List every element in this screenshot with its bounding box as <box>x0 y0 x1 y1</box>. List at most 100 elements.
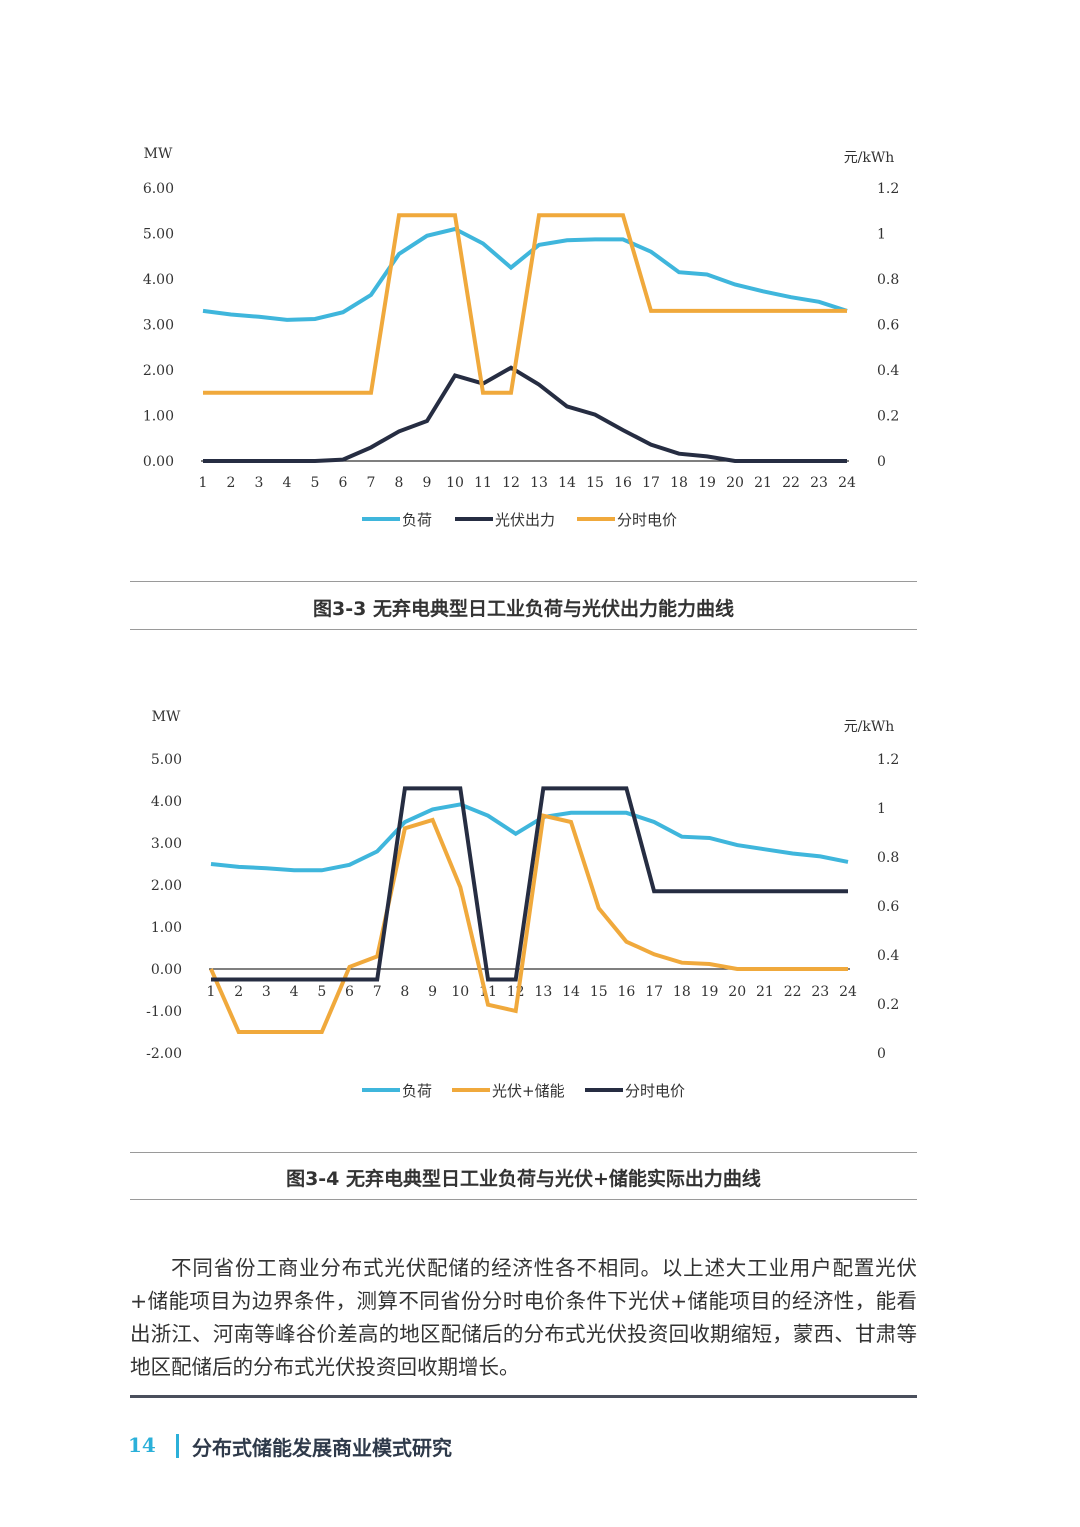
figure-3-4-caption: 图3-4 无弃电典型日工业负荷与光伏+储能实际出力曲线 <box>286 1168 761 1190</box>
y2-axis-unit-label: 元/kWh <box>844 150 895 166</box>
x-tick-label: 12 <box>502 475 520 491</box>
y-tick-label: 4.00 <box>151 794 182 810</box>
chart-figure-3-3: MW 元/kWh 0.00 1.00 2.00 3.00 4.00 5.00 6.00 0 0.2 0… <box>143 146 900 529</box>
legend-label: 分时电价 <box>617 511 677 529</box>
y2-tick-label: 1.2 <box>877 752 899 768</box>
y-axis-unit-label: MW <box>144 146 173 162</box>
x-tick-label: 17 <box>645 984 663 1000</box>
x-tick-label: 23 <box>811 984 829 1000</box>
y2-tick-label: 0.8 <box>877 850 899 866</box>
x-tick-label: 1 <box>207 984 216 1000</box>
series-line-2 <box>203 365 847 463</box>
page-number: 14 <box>128 1433 156 1457</box>
y-tick-label: -2.00 <box>146 1046 182 1062</box>
series-line-2 <box>209 813 848 1034</box>
y-axis-unit-label: MW <box>152 709 181 725</box>
legend-label: 负荷 <box>402 511 432 529</box>
x-tick-label: 9 <box>423 475 432 491</box>
x-tick-label: 4 <box>283 475 292 491</box>
x-tick-label: 15 <box>590 984 608 1000</box>
y-tick-label: 5.00 <box>143 227 174 243</box>
x-tick-label: 21 <box>756 984 774 1000</box>
caption-rule-top <box>130 581 917 582</box>
x-tick-label: 8 <box>395 475 404 491</box>
legend-label: 光伏+储能 <box>492 1082 565 1100</box>
x-tick-label: 8 <box>400 984 409 1000</box>
x-tick-label: 18 <box>670 475 688 491</box>
y2-axis-unit-label: 元/kWh <box>844 719 895 735</box>
series-line-1 <box>202 226 848 322</box>
x-tick-label: 22 <box>782 475 800 491</box>
y-tick-label: 0.00 <box>151 962 182 978</box>
y2-tick-label: 0 <box>877 454 886 470</box>
y2-tick-label: 1 <box>877 801 886 817</box>
x-tick-label: 6 <box>345 984 354 1000</box>
x-tick-label: 5 <box>317 984 326 1000</box>
y-tick-label: 6.00 <box>143 181 174 197</box>
footer-rule <box>130 1395 917 1398</box>
y-tick-label: 2.00 <box>151 878 182 894</box>
y-tick-label: 3.00 <box>151 836 182 852</box>
y2-tick-label: 0.6 <box>877 318 899 334</box>
x-tick-label: 16 <box>614 475 632 491</box>
y-tick-label: 3.00 <box>143 318 174 334</box>
y2-tick-label: 0 <box>877 1046 886 1062</box>
x-tick-label: 13 <box>530 475 548 491</box>
series-line-3 <box>211 786 848 982</box>
x-tick-label: 14 <box>562 984 580 1000</box>
x-tick-label: 24 <box>839 984 857 1000</box>
y-tick-label: 2.00 <box>143 363 174 379</box>
x-tick-label: 7 <box>373 984 382 1000</box>
x-tick-label: 9 <box>428 984 437 1000</box>
y2-tick-label: 1 <box>877 227 886 243</box>
x-tick-label: 14 <box>558 475 576 491</box>
x-tick-label: 18 <box>673 984 691 1000</box>
x-tick-label: 20 <box>726 475 744 491</box>
y2-tick-label: 0.8 <box>877 272 899 288</box>
x-tick-label: 16 <box>618 984 636 1000</box>
x-tick-label: 3 <box>255 475 264 491</box>
chart-figure-3-4: MW 元/kWh -2.00 -1.00 0.00 1.00 2.00 3.00 4.00 5.0… <box>146 709 899 1100</box>
y2-tick-label: 0.2 <box>877 409 899 425</box>
y2-tick-label: 0.6 <box>877 899 899 915</box>
x-tick-label: 11 <box>474 475 492 491</box>
series-line-1 <box>210 802 849 873</box>
y2-tick-label: 1.2 <box>877 181 899 197</box>
x-tick-label: 6 <box>339 475 348 491</box>
legend-label: 负荷 <box>402 1082 432 1100</box>
series-line-3 <box>203 213 847 395</box>
figure-3-3-caption: 图3-3 无弃电典型日工业负荷与光伏出力能力曲线 <box>313 598 734 620</box>
x-tick-label: 2 <box>234 984 243 1000</box>
y-tick-label: -1.00 <box>146 1004 182 1020</box>
x-tick-label: 17 <box>642 475 660 491</box>
x-tick-label: 22 <box>784 984 802 1000</box>
x-tick-label: 5 <box>311 475 320 491</box>
x-tick-label: 23 <box>810 475 828 491</box>
x-tick-label: 19 <box>701 984 719 1000</box>
x-tick-label: 21 <box>754 475 772 491</box>
y2-tick-label: 0.4 <box>877 363 899 379</box>
y2-tick-label: 0.4 <box>877 948 899 964</box>
x-tick-label: 10 <box>446 475 464 491</box>
x-tick-label: 24 <box>838 475 856 491</box>
legend-label: 分时电价 <box>625 1082 685 1100</box>
x-tick-label: 3 <box>262 984 271 1000</box>
x-tick-label: 2 <box>227 475 236 491</box>
x-tick-label: 10 <box>451 984 469 1000</box>
x-tick-label: 7 <box>367 475 376 491</box>
y2-tick-label: 0.2 <box>877 997 899 1013</box>
x-tick-label: 4 <box>290 984 299 1000</box>
y-tick-label: 1.00 <box>143 409 174 425</box>
caption-rule-top <box>130 1152 917 1153</box>
y-tick-label: 0.00 <box>143 454 174 470</box>
x-tick-label: 13 <box>534 984 552 1000</box>
y-tick-label: 4.00 <box>143 272 174 288</box>
body-paragraph: 不同省份工商业分布式光伏配储的经济性各不相同。以上述大工业用户配置光伏+储能项目… <box>130 1256 917 1379</box>
caption-rule-bottom <box>130 1199 917 1200</box>
x-tick-label: 1 <box>199 475 208 491</box>
y-tick-label: 5.00 <box>151 752 182 768</box>
x-tick-label: 19 <box>698 475 716 491</box>
x-tick-label: 15 <box>586 475 604 491</box>
footer-title: 分布式储能发展商业模式研究 <box>192 1436 452 1460</box>
x-tick-label: 20 <box>728 984 746 1000</box>
